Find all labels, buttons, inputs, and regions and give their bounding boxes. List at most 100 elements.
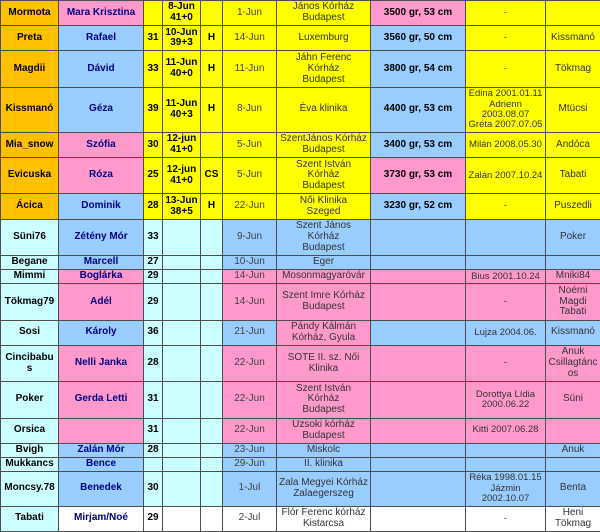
nickname-cell-line: Poker xyxy=(559,230,587,242)
birth-date-cell xyxy=(162,417,201,444)
nickname-cell-line: Heni xyxy=(562,507,584,519)
table-row: Begane Marcell 27 10-Jun Eger xyxy=(0,255,600,271)
age-cell: 29 xyxy=(143,283,163,321)
birth-date-cell-line: 8-Jun xyxy=(168,1,195,13)
due-date-cell: 14-Jun xyxy=(222,283,277,321)
table-row: Mukkancs Bence 29-Jun II. klinika xyxy=(0,456,600,473)
age-cell: 29 xyxy=(143,505,163,532)
nickname-cell: Mtücsi xyxy=(545,86,600,133)
birth-date-cell-line: 40+3 xyxy=(170,108,193,120)
birth-stats-cell xyxy=(370,442,466,458)
hospital-cell: Uzsoki kórház Budapest xyxy=(276,417,371,444)
nickname-cell-line: Benta xyxy=(559,482,587,494)
baby-name-cell: Róza xyxy=(58,157,144,195)
due-date-cell: 1-Jul xyxy=(222,471,277,507)
due-date-cell: 10-Jun xyxy=(222,255,277,271)
table-row: Sosi Károly 36 21-Jun Pándy Kálmán Kórház, Gy… xyxy=(0,319,600,346)
hospital-cell-line: Női Klinika xyxy=(299,194,348,206)
due-date-cell: 14-Jun xyxy=(222,25,277,52)
baby-name-cell: Gerda Letti xyxy=(58,381,144,419)
delivery-mode-cell xyxy=(200,471,223,507)
age-cell: 29 xyxy=(143,269,163,285)
age-cell: 31 xyxy=(143,417,163,444)
hospital-cell: Pándy Kálmán Kórház, Gyula xyxy=(276,319,371,346)
hospital-cell-line: Flór Ferenc kórház xyxy=(281,507,366,519)
username-cell: Bvigh xyxy=(0,442,59,458)
siblings-cell: Kitti 2007.06.28 xyxy=(465,417,546,444)
username-cell: Moncsy.78 xyxy=(0,471,59,507)
hospital-cell-line: Budapest xyxy=(302,12,345,24)
username-cell: Evicuska xyxy=(0,157,59,195)
delivery-mode-cell xyxy=(200,505,223,532)
siblings-cell: Dorottya Lídia 2000.06.22 xyxy=(465,381,546,419)
hospital-cell-line: SOTE II. sz. Női xyxy=(287,351,360,363)
username-cell: Mormota xyxy=(0,0,59,27)
age-cell: 31 xyxy=(143,25,163,52)
nickname-cell: Andóca xyxy=(545,131,600,159)
nickname-cell: Kissmanó xyxy=(545,319,600,346)
siblings-cell-line: 2000.06.22 xyxy=(481,398,530,410)
table-row: Orsica 31 22-Jun Uzsoki kórház Budapest Kitti… xyxy=(0,417,600,444)
table-row: Ácica Dominik 28 13-Jun 38+5 H 22-Jun Női Klini… xyxy=(0,193,600,220)
username-cell: Kissmanó xyxy=(0,86,59,133)
siblings-cell-line: Milán 2008.05.30 xyxy=(469,138,542,150)
baby-name-cell: Nelli Janka xyxy=(58,344,144,383)
hospital-cell: Női Klinika Szeged xyxy=(276,193,371,220)
nickname-cell: Süni xyxy=(545,381,600,419)
due-date-cell: 22-Jun xyxy=(222,193,277,220)
nickname-cell xyxy=(545,255,600,271)
hospital-cell: II. klinika xyxy=(276,456,371,473)
siblings-cell xyxy=(465,255,546,271)
table-row: Tökmag79 Adél 29 14-Jun Szent Imre Kórház Bud… xyxy=(0,283,600,321)
delivery-mode-cell: H xyxy=(200,25,223,52)
hospital-cell-line: Zalaegerszeg xyxy=(293,487,354,499)
birth-date-cell-line: 40+0 xyxy=(170,68,193,80)
siblings-cell-line: - xyxy=(503,32,508,44)
birth-stats-cell xyxy=(370,381,466,419)
username-cell: Poker xyxy=(0,381,59,419)
birth-date-cell xyxy=(162,381,201,419)
baby-name-cell xyxy=(58,417,144,444)
hospital-cell: Szent Imre Kórház Budapest xyxy=(276,283,371,321)
nickname-cell: Puszedli xyxy=(545,193,600,220)
siblings-cell: - xyxy=(465,283,546,321)
due-date-cell: 22-Jun xyxy=(222,344,277,383)
birth-stats-cell: 3730 gr, 53 cm xyxy=(370,157,466,195)
hospital-cell-line: Éva klinika xyxy=(299,103,348,115)
siblings-cell-line: Zalán 2007.10.24 xyxy=(468,169,543,181)
delivery-mode-cell xyxy=(200,131,223,159)
baby-name-cell: Szófia xyxy=(58,131,144,159)
hospital-cell-line: Kistarcsa xyxy=(302,517,345,529)
siblings-cell-line: Réka 1998.01.15 xyxy=(469,472,542,484)
age-cell: 39 xyxy=(143,86,163,133)
nickname-cell-line: Anuk xyxy=(561,346,585,358)
due-date-cell: 23-Jun xyxy=(222,442,277,458)
nickname-cell: Heni Tökmag xyxy=(545,505,600,532)
siblings-cell-line: - xyxy=(503,63,508,74)
baby-name-cell: Mara Krisztina xyxy=(58,0,144,27)
birth-date-cell-line: 12-jun xyxy=(166,164,197,176)
birth-date-cell xyxy=(162,456,201,473)
siblings-cell: Réka 1998.01.15 Jázmin 2002.10.07 xyxy=(465,471,546,507)
username-cell: Magdii xyxy=(0,50,59,88)
hospital-cell: János Kórház Budapest xyxy=(276,0,371,27)
birth-date-cell xyxy=(162,344,201,383)
birth-stats-cell xyxy=(370,471,466,507)
hospital-cell-line: SzentJános Kórház xyxy=(280,133,367,145)
hospital-cell-line: Szeged xyxy=(306,205,341,217)
username-cell: Mukkancs xyxy=(0,456,59,473)
birth-date-cell-line: 11-Jun xyxy=(165,57,198,69)
hospital-cell-line: Szent János Kórház xyxy=(295,220,352,242)
nickname-cell-line: Noémi xyxy=(558,284,588,296)
age-cell: 28 xyxy=(143,442,163,458)
baby-name-cell: Károly xyxy=(58,319,144,346)
age-cell xyxy=(143,456,163,473)
birth-stats-cell xyxy=(370,218,466,257)
birth-date-cell-line: 11-Jun xyxy=(165,98,198,110)
due-date-cell: 11-Jun xyxy=(222,50,277,88)
nickname-cell-line: Kissmanó xyxy=(551,326,595,338)
age-cell: 27 xyxy=(143,255,163,271)
baby-name-cell: Marcell xyxy=(58,255,144,271)
due-date-cell: 8-Jun xyxy=(222,86,277,133)
siblings-cell-line: Gréta 2007.07.05 xyxy=(468,119,543,131)
